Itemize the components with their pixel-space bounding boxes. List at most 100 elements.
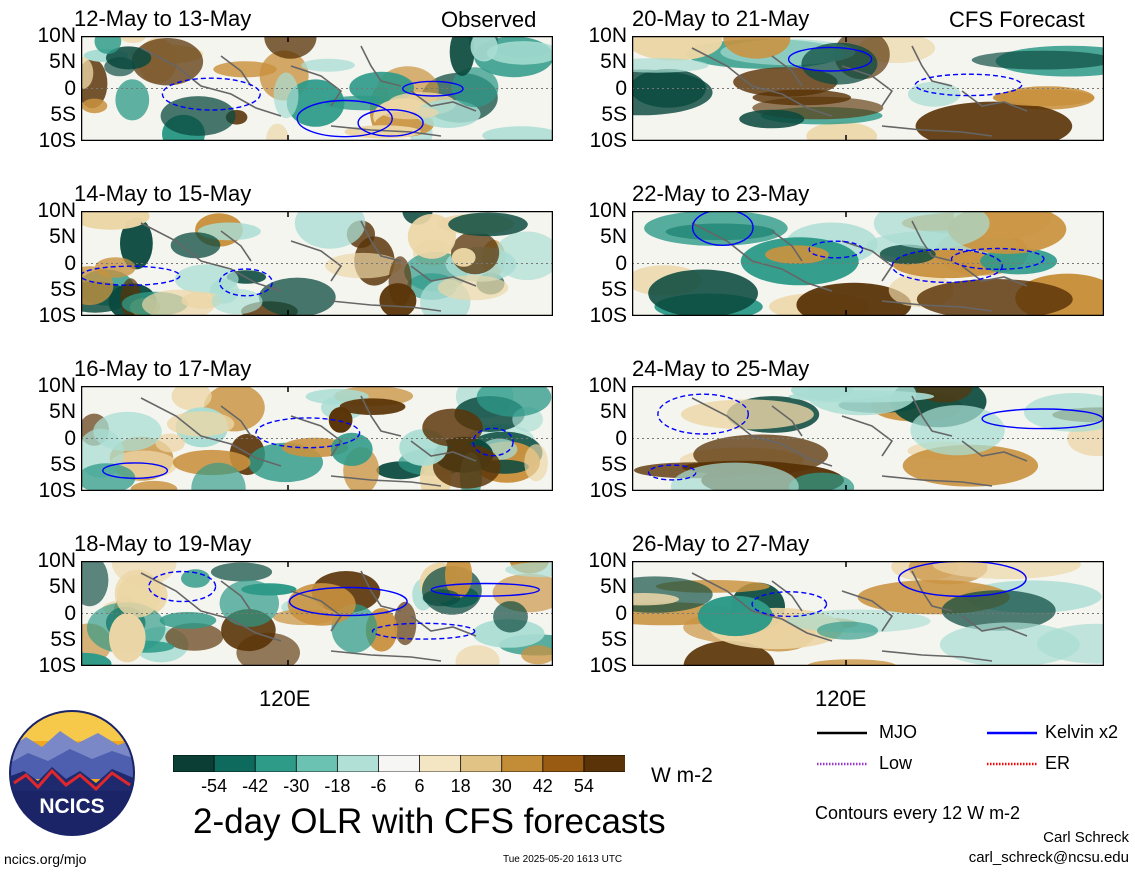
timestamp: Tue 2025-05-20 1613 UTC bbox=[503, 854, 623, 865]
lat-tick-label: 5S bbox=[50, 452, 76, 476]
colorbar-swatch bbox=[336, 754, 380, 773]
olr-anomaly-blob bbox=[873, 211, 990, 249]
lat-tick-label: 10S bbox=[38, 654, 76, 677]
olr-panel bbox=[80, 210, 554, 317]
panel-frame bbox=[631, 385, 1105, 492]
olr-anomaly-blob bbox=[939, 622, 1080, 666]
panel-frame bbox=[631, 210, 1105, 317]
colorbar-swatch bbox=[583, 754, 626, 773]
olr-map bbox=[631, 560, 1105, 667]
legend-mjo-label: MJO bbox=[879, 722, 917, 742]
kelvin-contour bbox=[161, 77, 261, 111]
lat-tick-label: 10S bbox=[589, 129, 627, 152]
panel-title: 16-May to 17-May bbox=[74, 356, 252, 381]
colorbar-tick-label: 42 bbox=[532, 776, 553, 796]
olr-anomaly-blob bbox=[105, 46, 152, 70]
olr-anomaly-blob bbox=[472, 619, 545, 648]
olr-anomaly-blob bbox=[191, 462, 246, 491]
kelvin-contour bbox=[371, 622, 476, 640]
olr-map bbox=[80, 35, 554, 142]
panel-title: 20-May to 21-May bbox=[632, 6, 810, 31]
olr-panel bbox=[80, 560, 554, 667]
olr-anomaly-blob bbox=[788, 472, 855, 491]
olr-anomaly-blob bbox=[407, 214, 456, 259]
olr-map bbox=[80, 385, 554, 492]
olr-anomaly-blob bbox=[422, 408, 483, 447]
lat-tick-label: 0 bbox=[615, 251, 627, 275]
colorbar-tick-label: -54 bbox=[201, 776, 228, 796]
colorbar-swatch bbox=[213, 754, 257, 773]
author-name: Carl Schreck bbox=[1043, 829, 1129, 846]
lat-tick-label: 10N bbox=[37, 374, 76, 397]
olr-anomaly-blob bbox=[723, 36, 791, 59]
olr-anomaly-blob bbox=[992, 89, 1095, 107]
colorbar-tick-label: -42 bbox=[242, 776, 269, 796]
olr-anomaly-blob bbox=[932, 561, 1081, 579]
lat-tick-label: 5S bbox=[50, 277, 76, 301]
panel-frame bbox=[80, 210, 554, 317]
kelvin-contour bbox=[430, 582, 540, 597]
olr-anomaly-blob bbox=[796, 282, 912, 316]
olr-anomaly-blob bbox=[120, 36, 146, 43]
lat-tick-label: 5S bbox=[601, 102, 627, 126]
lat-tick-label: 10S bbox=[38, 129, 76, 152]
colorbar-tick-label: 54 bbox=[573, 776, 594, 796]
kelvin-contour bbox=[891, 248, 1004, 284]
lat-tick-label: 0 bbox=[64, 426, 76, 450]
olr-anomaly-blob bbox=[213, 61, 277, 78]
olr-anomaly-blob bbox=[388, 256, 412, 308]
olr-anomaly-blob bbox=[451, 67, 499, 108]
olr-anomaly-blob bbox=[910, 405, 1005, 456]
lat-tick-label: 5N bbox=[600, 400, 627, 424]
olr-map bbox=[631, 210, 1105, 317]
panel-frame bbox=[631, 560, 1105, 667]
lat-tick-label: 0 bbox=[615, 76, 627, 100]
olr-anomaly-blob bbox=[752, 89, 852, 106]
lat-tick-label: 5S bbox=[601, 452, 627, 476]
kelvin-contour bbox=[255, 417, 361, 449]
colorbar-tick-label: 30 bbox=[491, 776, 512, 796]
olr-anomaly-blob bbox=[170, 232, 221, 259]
lat-tick-label: 10N bbox=[37, 549, 76, 572]
colorbar-swatch bbox=[378, 754, 421, 773]
lat-tick-label: 5N bbox=[49, 575, 76, 599]
olr-anomaly-blob bbox=[482, 126, 553, 141]
olr-anomaly-blob bbox=[211, 288, 263, 315]
olr-anomaly-blob bbox=[114, 569, 161, 618]
panel-frame bbox=[631, 35, 1105, 142]
olr-anomaly-blob bbox=[433, 444, 501, 489]
coastline bbox=[140, 570, 477, 662]
panel-title: 24-May to 25-May bbox=[632, 356, 810, 381]
x-tick-label-left: 120E bbox=[259, 686, 311, 711]
panel-title: 14-May to 15-May bbox=[74, 181, 252, 206]
olr-anomaly-blob bbox=[941, 590, 1056, 631]
olr-anomaly-blob bbox=[286, 79, 345, 127]
olr-anomaly-blob bbox=[907, 81, 961, 107]
website-link[interactable]: ncics.org/mjo bbox=[4, 851, 87, 867]
olr-anomaly-blob bbox=[120, 217, 153, 270]
olr-anomaly-blob bbox=[325, 252, 402, 279]
colorbar-swatch bbox=[295, 754, 339, 773]
kelvin-contour bbox=[647, 464, 697, 481]
olr-anomaly-blob bbox=[791, 386, 854, 400]
olr-anomaly-blob bbox=[81, 56, 94, 90]
lat-tick-label: 5N bbox=[600, 575, 627, 599]
colorbar-swatch bbox=[419, 754, 462, 773]
colorbar-swatch bbox=[542, 754, 585, 773]
olr-anomaly-blob bbox=[174, 264, 239, 295]
olr-anomaly-blob bbox=[236, 632, 300, 666]
lat-tick-label: 10S bbox=[589, 304, 627, 327]
colorbar-swatch bbox=[172, 754, 215, 773]
author-email: carl_schreck@ncsu.edu bbox=[968, 849, 1129, 866]
olr-anomaly-blob bbox=[94, 36, 122, 54]
kelvin-contour bbox=[288, 586, 408, 617]
olr-anomaly-blob bbox=[294, 211, 366, 249]
olr-anomaly-blob bbox=[493, 601, 528, 633]
coastline bbox=[691, 395, 1028, 487]
olr-anomaly-blob bbox=[198, 222, 261, 241]
coastline bbox=[691, 570, 1028, 662]
kelvin-contour bbox=[808, 240, 864, 259]
olr-anomaly-blob bbox=[181, 569, 210, 588]
olr-anomaly-blob bbox=[81, 652, 112, 666]
olr-anomaly-blob bbox=[166, 411, 235, 437]
